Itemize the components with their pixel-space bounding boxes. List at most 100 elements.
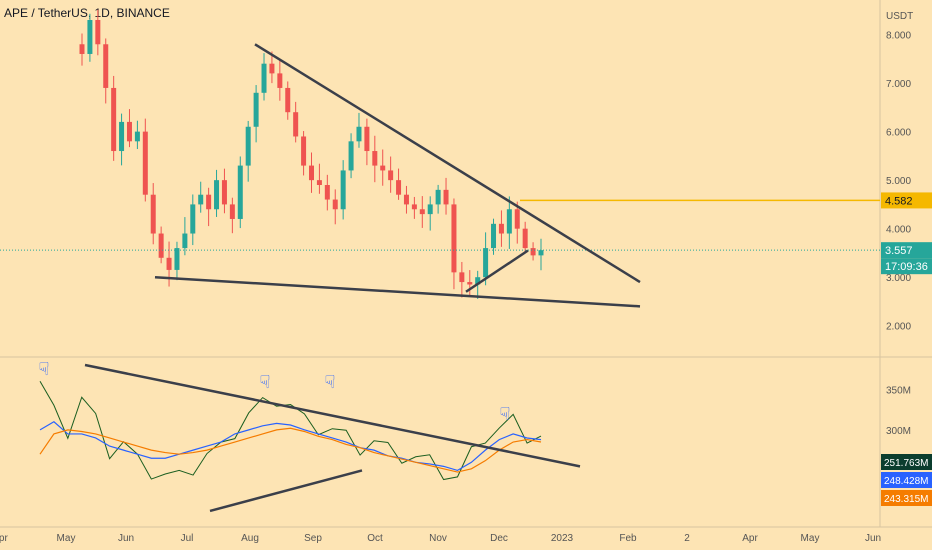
candle xyxy=(435,189,441,205)
candle xyxy=(95,20,101,45)
candle xyxy=(182,233,188,249)
time-axis-tick: May xyxy=(57,533,76,544)
candle xyxy=(301,136,307,166)
candle xyxy=(443,189,449,205)
candle xyxy=(309,165,314,181)
pointing-hand-icon: ☟ xyxy=(260,372,271,392)
candle xyxy=(229,204,235,219)
candle xyxy=(491,223,497,249)
candle xyxy=(388,170,394,181)
candle xyxy=(380,165,386,171)
price-trendline xyxy=(465,249,529,293)
candle xyxy=(111,87,117,152)
candle xyxy=(522,228,528,249)
candle xyxy=(166,257,172,270)
candle xyxy=(538,250,544,256)
time-axis-tick: 2023 xyxy=(551,533,574,544)
pointing-hand-icon: ☟ xyxy=(39,359,50,379)
candle xyxy=(530,248,536,256)
candle xyxy=(277,73,283,88)
candle xyxy=(134,131,140,142)
candle xyxy=(403,194,409,205)
candle xyxy=(221,180,227,205)
volume-axis-tick: 350M xyxy=(886,385,911,396)
volume-label-bg xyxy=(881,472,932,488)
volume-line xyxy=(39,421,542,472)
time-axis-tick: Oct xyxy=(367,533,383,544)
price-label: 3.557 xyxy=(885,245,913,257)
price-trendline xyxy=(254,43,641,284)
time-axis-tick: Aug xyxy=(241,533,259,544)
candle xyxy=(293,112,299,137)
candle xyxy=(174,248,180,270)
chart-title: APE / TetherUS, 1D, BINANCE xyxy=(4,6,170,20)
price-label-bg xyxy=(881,258,932,275)
candle xyxy=(483,248,489,278)
time-axis-tick: Nov xyxy=(429,533,447,544)
price-axis-tick: 4.000 xyxy=(886,225,911,236)
candle xyxy=(427,204,433,215)
candle xyxy=(340,170,346,210)
candle xyxy=(419,209,425,215)
time-axis-tick: May xyxy=(801,533,820,544)
candle xyxy=(475,277,481,285)
candle xyxy=(214,180,220,210)
price-axis-tick: 3.000 xyxy=(886,273,911,284)
price-axis-unit: USDT xyxy=(886,11,913,22)
candle xyxy=(396,180,402,195)
candle xyxy=(119,121,125,152)
price-label: 17:09:36 xyxy=(885,261,928,273)
volume-label: 243.315M xyxy=(884,494,928,505)
price-axis-tick: 8.000 xyxy=(886,31,911,42)
volume-label: 251.763M xyxy=(884,458,928,469)
time-axis-tick: Apr xyxy=(0,533,8,544)
candle xyxy=(498,223,504,234)
price-label: 4.582 xyxy=(885,195,913,207)
candle xyxy=(142,131,148,195)
time-axis-tick: Dec xyxy=(490,533,508,544)
candle xyxy=(150,194,156,234)
price-axis-tick: 6.000 xyxy=(886,128,911,139)
volume-trendline xyxy=(209,469,363,513)
time-axis-tick: 2 xyxy=(684,533,690,544)
candle xyxy=(467,282,473,285)
price-axis-tick: 7.000 xyxy=(886,79,911,90)
candle xyxy=(158,233,164,258)
price-label-bg xyxy=(881,192,932,209)
candle xyxy=(316,180,322,185)
candle xyxy=(332,199,338,210)
volume-label-bg xyxy=(881,454,932,470)
candle xyxy=(103,44,109,88)
candle xyxy=(237,165,243,219)
candle xyxy=(364,126,370,152)
price-axis-tick: 5.000 xyxy=(886,176,911,187)
candle xyxy=(126,121,132,142)
candle xyxy=(253,92,259,127)
candle xyxy=(506,209,512,234)
candle xyxy=(324,185,330,200)
time-axis-tick: Sep xyxy=(304,533,322,544)
volume-trendline xyxy=(84,363,581,468)
candle xyxy=(459,272,465,283)
candle xyxy=(87,20,93,54)
pointing-hand-icon: ☟ xyxy=(325,372,336,392)
time-axis-tick: Jun xyxy=(865,533,881,544)
price-trendline xyxy=(154,275,641,308)
volume-label: 248.428M xyxy=(884,476,928,487)
candle xyxy=(79,44,85,54)
price-label-bg xyxy=(881,242,932,259)
candle xyxy=(285,87,291,113)
candle xyxy=(198,194,204,205)
volume-label-bg xyxy=(881,490,932,506)
pointing-hand-icon: ☟ xyxy=(500,404,511,424)
candle xyxy=(261,63,267,93)
volume-line xyxy=(39,427,542,473)
candle xyxy=(514,209,520,229)
volume-axis-tick: 300M xyxy=(886,426,911,437)
candle xyxy=(451,204,457,273)
volume-line xyxy=(39,380,542,481)
candle xyxy=(356,126,362,142)
candle xyxy=(269,63,275,74)
candle xyxy=(411,204,417,210)
